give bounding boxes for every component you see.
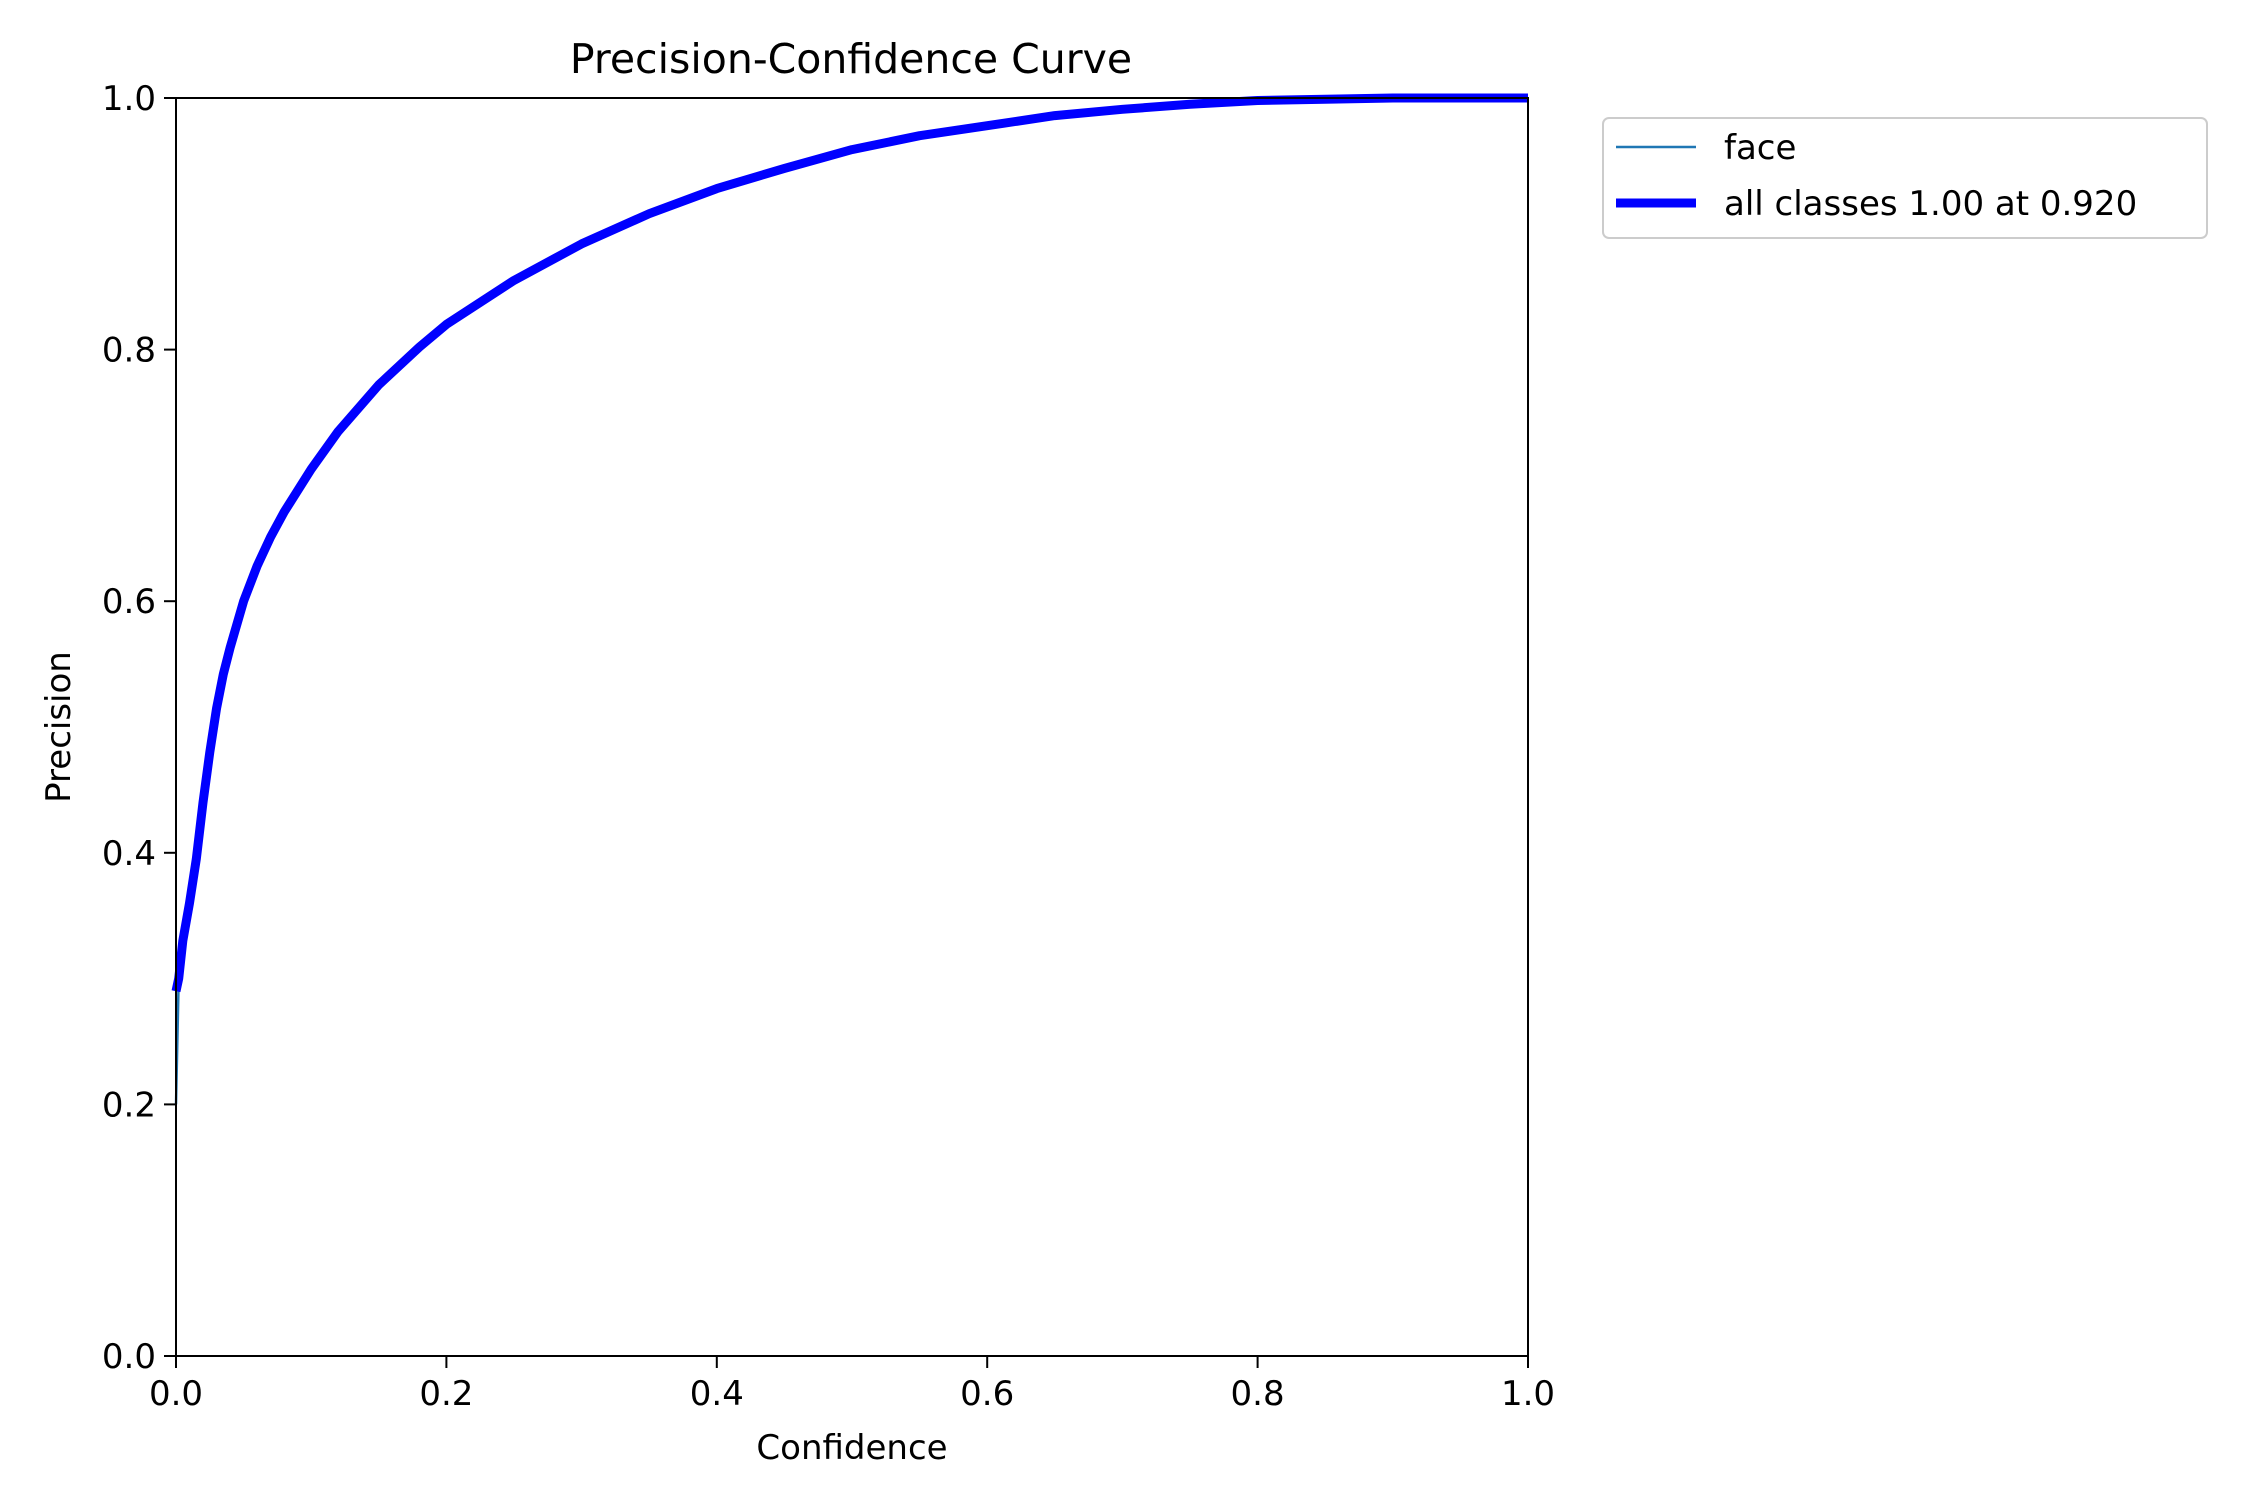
y-tick-label: 0.4 (102, 834, 156, 874)
series-line-all-classes (171, 93, 1528, 993)
y-tick-label: 0.8 (102, 331, 156, 371)
y-axis-label: Precision (39, 651, 79, 803)
x-axis-label: Confidence (756, 1428, 947, 1468)
legend-label-all-classes: all classes 1.00 at 0.920 (1724, 184, 2137, 224)
y-tick-label: 0.2 (102, 1085, 156, 1125)
x-tick-label: 1.0 (1501, 1374, 1555, 1414)
x-axis-ticks: 0.0 0.2 0.4 0.6 0.8 1.0 (149, 1356, 1555, 1414)
y-tick-label: 1.0 (102, 79, 156, 119)
x-tick-label: 0.6 (960, 1374, 1014, 1414)
plot-area (171, 93, 1529, 1357)
x-tick-label: 0.0 (149, 1374, 203, 1414)
y-tick-label: 0.6 (102, 582, 156, 622)
y-axis-ticks: 0.0 0.2 0.4 0.6 0.8 1.0 (102, 79, 176, 1377)
series-layer (171, 93, 1528, 1105)
x-tick-label: 0.2 (419, 1374, 473, 1414)
chart-title: Precision-Confidence Curve (570, 35, 1132, 83)
legend: face all classes 1.00 at 0.920 (1602, 117, 2208, 239)
legend-box (1602, 117, 2208, 239)
x-tick-label: 0.8 (1231, 1374, 1285, 1414)
y-tick-label: 0.0 (102, 1337, 156, 1377)
plot-background (176, 98, 1528, 1356)
legend-label-face: face (1724, 128, 1796, 168)
plot-frame (175, 97, 1529, 1357)
x-tick-label: 0.4 (690, 1374, 744, 1414)
